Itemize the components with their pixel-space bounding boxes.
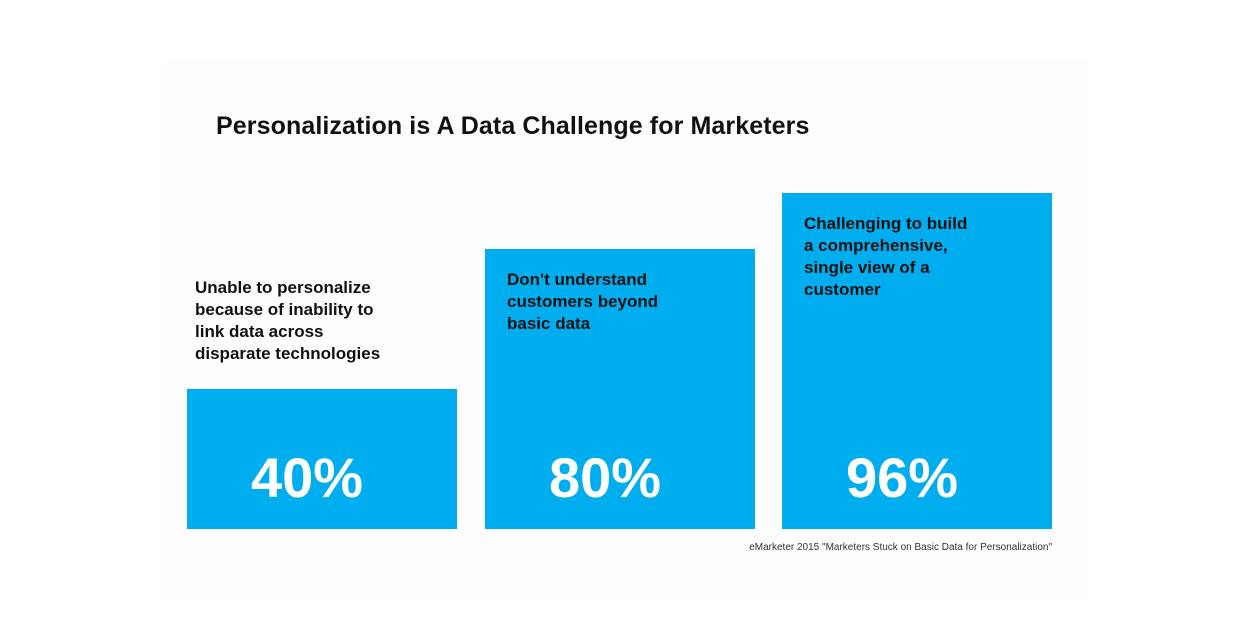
bar-value-label-3: 96% bbox=[846, 446, 958, 509]
bar-3 bbox=[782, 193, 1052, 529]
bar-value-label-2: 80% bbox=[549, 446, 661, 509]
bar-1 bbox=[187, 389, 457, 529]
bar-2 bbox=[485, 249, 755, 529]
bar-value-label-1: 40% bbox=[251, 446, 363, 509]
bar-category-label-2: Don't understand customers beyond basic … bbox=[507, 270, 659, 333]
bar-category-label-1: Unable to personalize because of inabili… bbox=[195, 278, 381, 363]
bar-category-label-3: Challenging to build a comprehensive, si… bbox=[804, 214, 968, 299]
chart-title: Personalization is A Data Challenge for … bbox=[216, 112, 810, 140]
source-citation: eMarketer 2015 "Marketers Stuck on Basic… bbox=[749, 542, 1052, 553]
